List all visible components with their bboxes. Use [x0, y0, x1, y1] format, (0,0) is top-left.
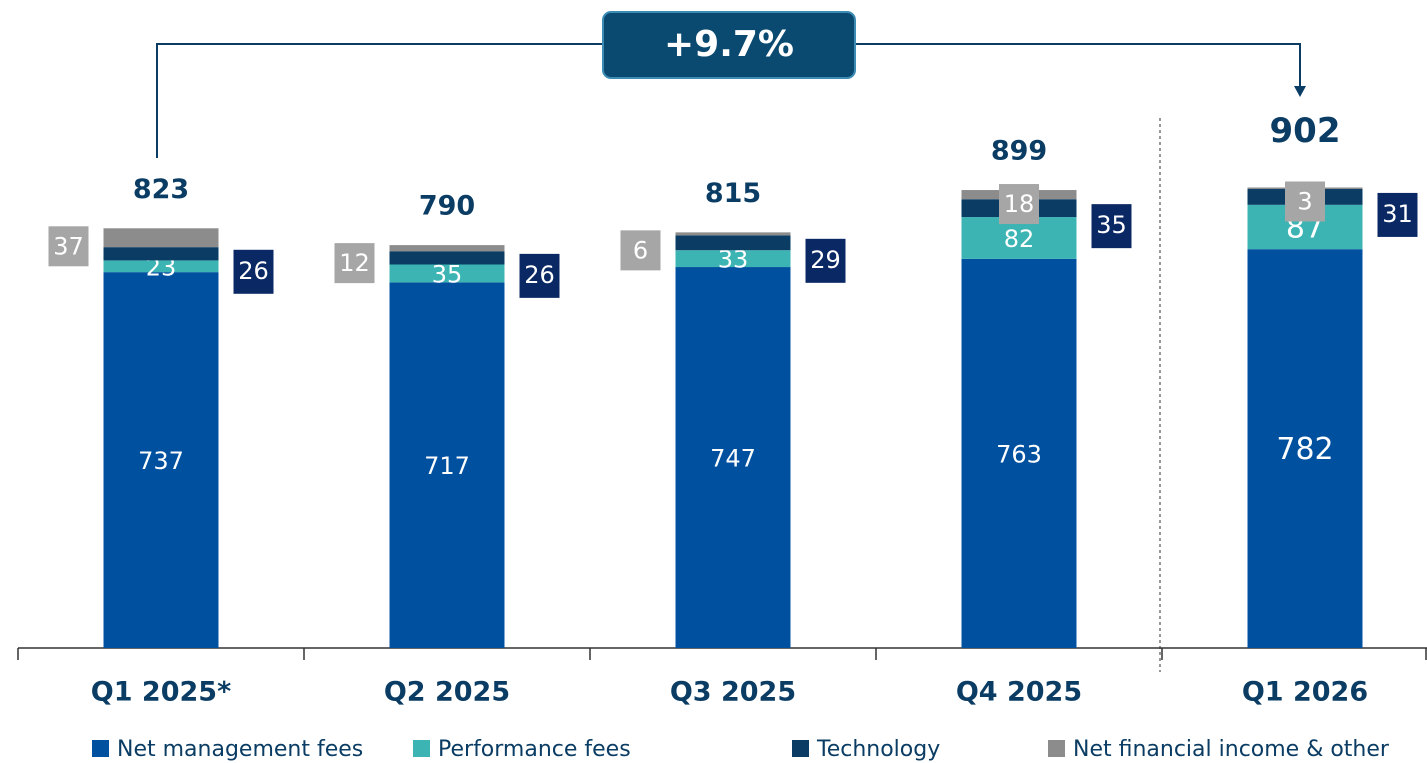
value-label: 763 — [996, 440, 1042, 468]
total-label: 899 — [991, 136, 1047, 167]
bar-segment — [675, 232, 791, 236]
total-label: 823 — [133, 174, 189, 205]
bar-segment — [675, 267, 791, 648]
bar-segment — [389, 282, 505, 648]
legend-swatch — [92, 740, 109, 757]
x-tick-label: Q4 2025 — [956, 677, 1082, 708]
value-label-box — [805, 238, 846, 283]
annotation-box — [602, 11, 856, 79]
total-label: 815 — [705, 178, 761, 209]
legend-label: Net management fees — [117, 737, 363, 762]
value-label-box — [1377, 192, 1418, 237]
value-label: 747 — [710, 445, 756, 473]
value-label: 29 — [810, 246, 841, 274]
value-label-box — [519, 253, 560, 298]
bar-segment — [389, 245, 505, 252]
x-tick-label: Q2 2025 — [384, 677, 510, 708]
value-label-box — [334, 243, 375, 284]
value-label: 82 — [1004, 225, 1035, 253]
value-label: 6 — [633, 236, 648, 264]
legend-label: Net financial income & other — [1073, 737, 1390, 762]
value-label-box — [48, 226, 89, 267]
bar-segment — [103, 260, 219, 273]
bar-segment — [389, 264, 505, 283]
value-label: 737 — [138, 447, 184, 475]
bracket-right — [855, 43, 1301, 88]
value-label: 26 — [238, 257, 269, 285]
bar-segment — [961, 258, 1077, 648]
value-label: 33 — [718, 246, 749, 274]
value-label: 37 — [53, 232, 84, 260]
bar-segment — [103, 247, 219, 261]
x-tick-label: Q3 2025 — [670, 677, 796, 708]
bar-segment — [675, 235, 791, 251]
value-label: 717 — [424, 452, 470, 480]
legend-swatch — [413, 740, 430, 757]
value-label-box — [1285, 181, 1325, 222]
total-label: 790 — [419, 191, 475, 222]
x-tick-label: Q1 2025* — [91, 677, 231, 708]
total-label: 902 — [1270, 111, 1341, 151]
value-label-box — [620, 230, 661, 271]
value-label: 3 — [1297, 187, 1312, 215]
bracket-left — [156, 43, 603, 158]
annotation: +9.7% — [664, 24, 794, 65]
value-label-box — [1091, 204, 1132, 249]
bar-segment — [103, 228, 219, 248]
value-label: 35 — [1096, 211, 1127, 239]
bracket-arrow — [1294, 86, 1306, 97]
value-label: 35 — [432, 260, 463, 288]
value-label-box — [999, 184, 1039, 225]
value-label: 18 — [1004, 190, 1035, 218]
x-tick-label: Q1 2026 — [1242, 677, 1368, 708]
value-label: 31 — [1382, 200, 1413, 228]
legend-label: Performance fees — [438, 737, 631, 762]
value-label: 26 — [524, 261, 555, 289]
value-label: 782 — [1276, 432, 1333, 467]
legend-label: Technology — [816, 737, 940, 762]
legend-swatch — [792, 740, 809, 757]
bar-segment — [389, 251, 505, 265]
legend-swatch — [1048, 740, 1065, 757]
bar-segment — [103, 272, 219, 648]
bar-segment — [1247, 249, 1363, 649]
value-label: 12 — [339, 249, 370, 277]
value-label-box — [233, 249, 274, 294]
bar-segment — [675, 250, 791, 268]
